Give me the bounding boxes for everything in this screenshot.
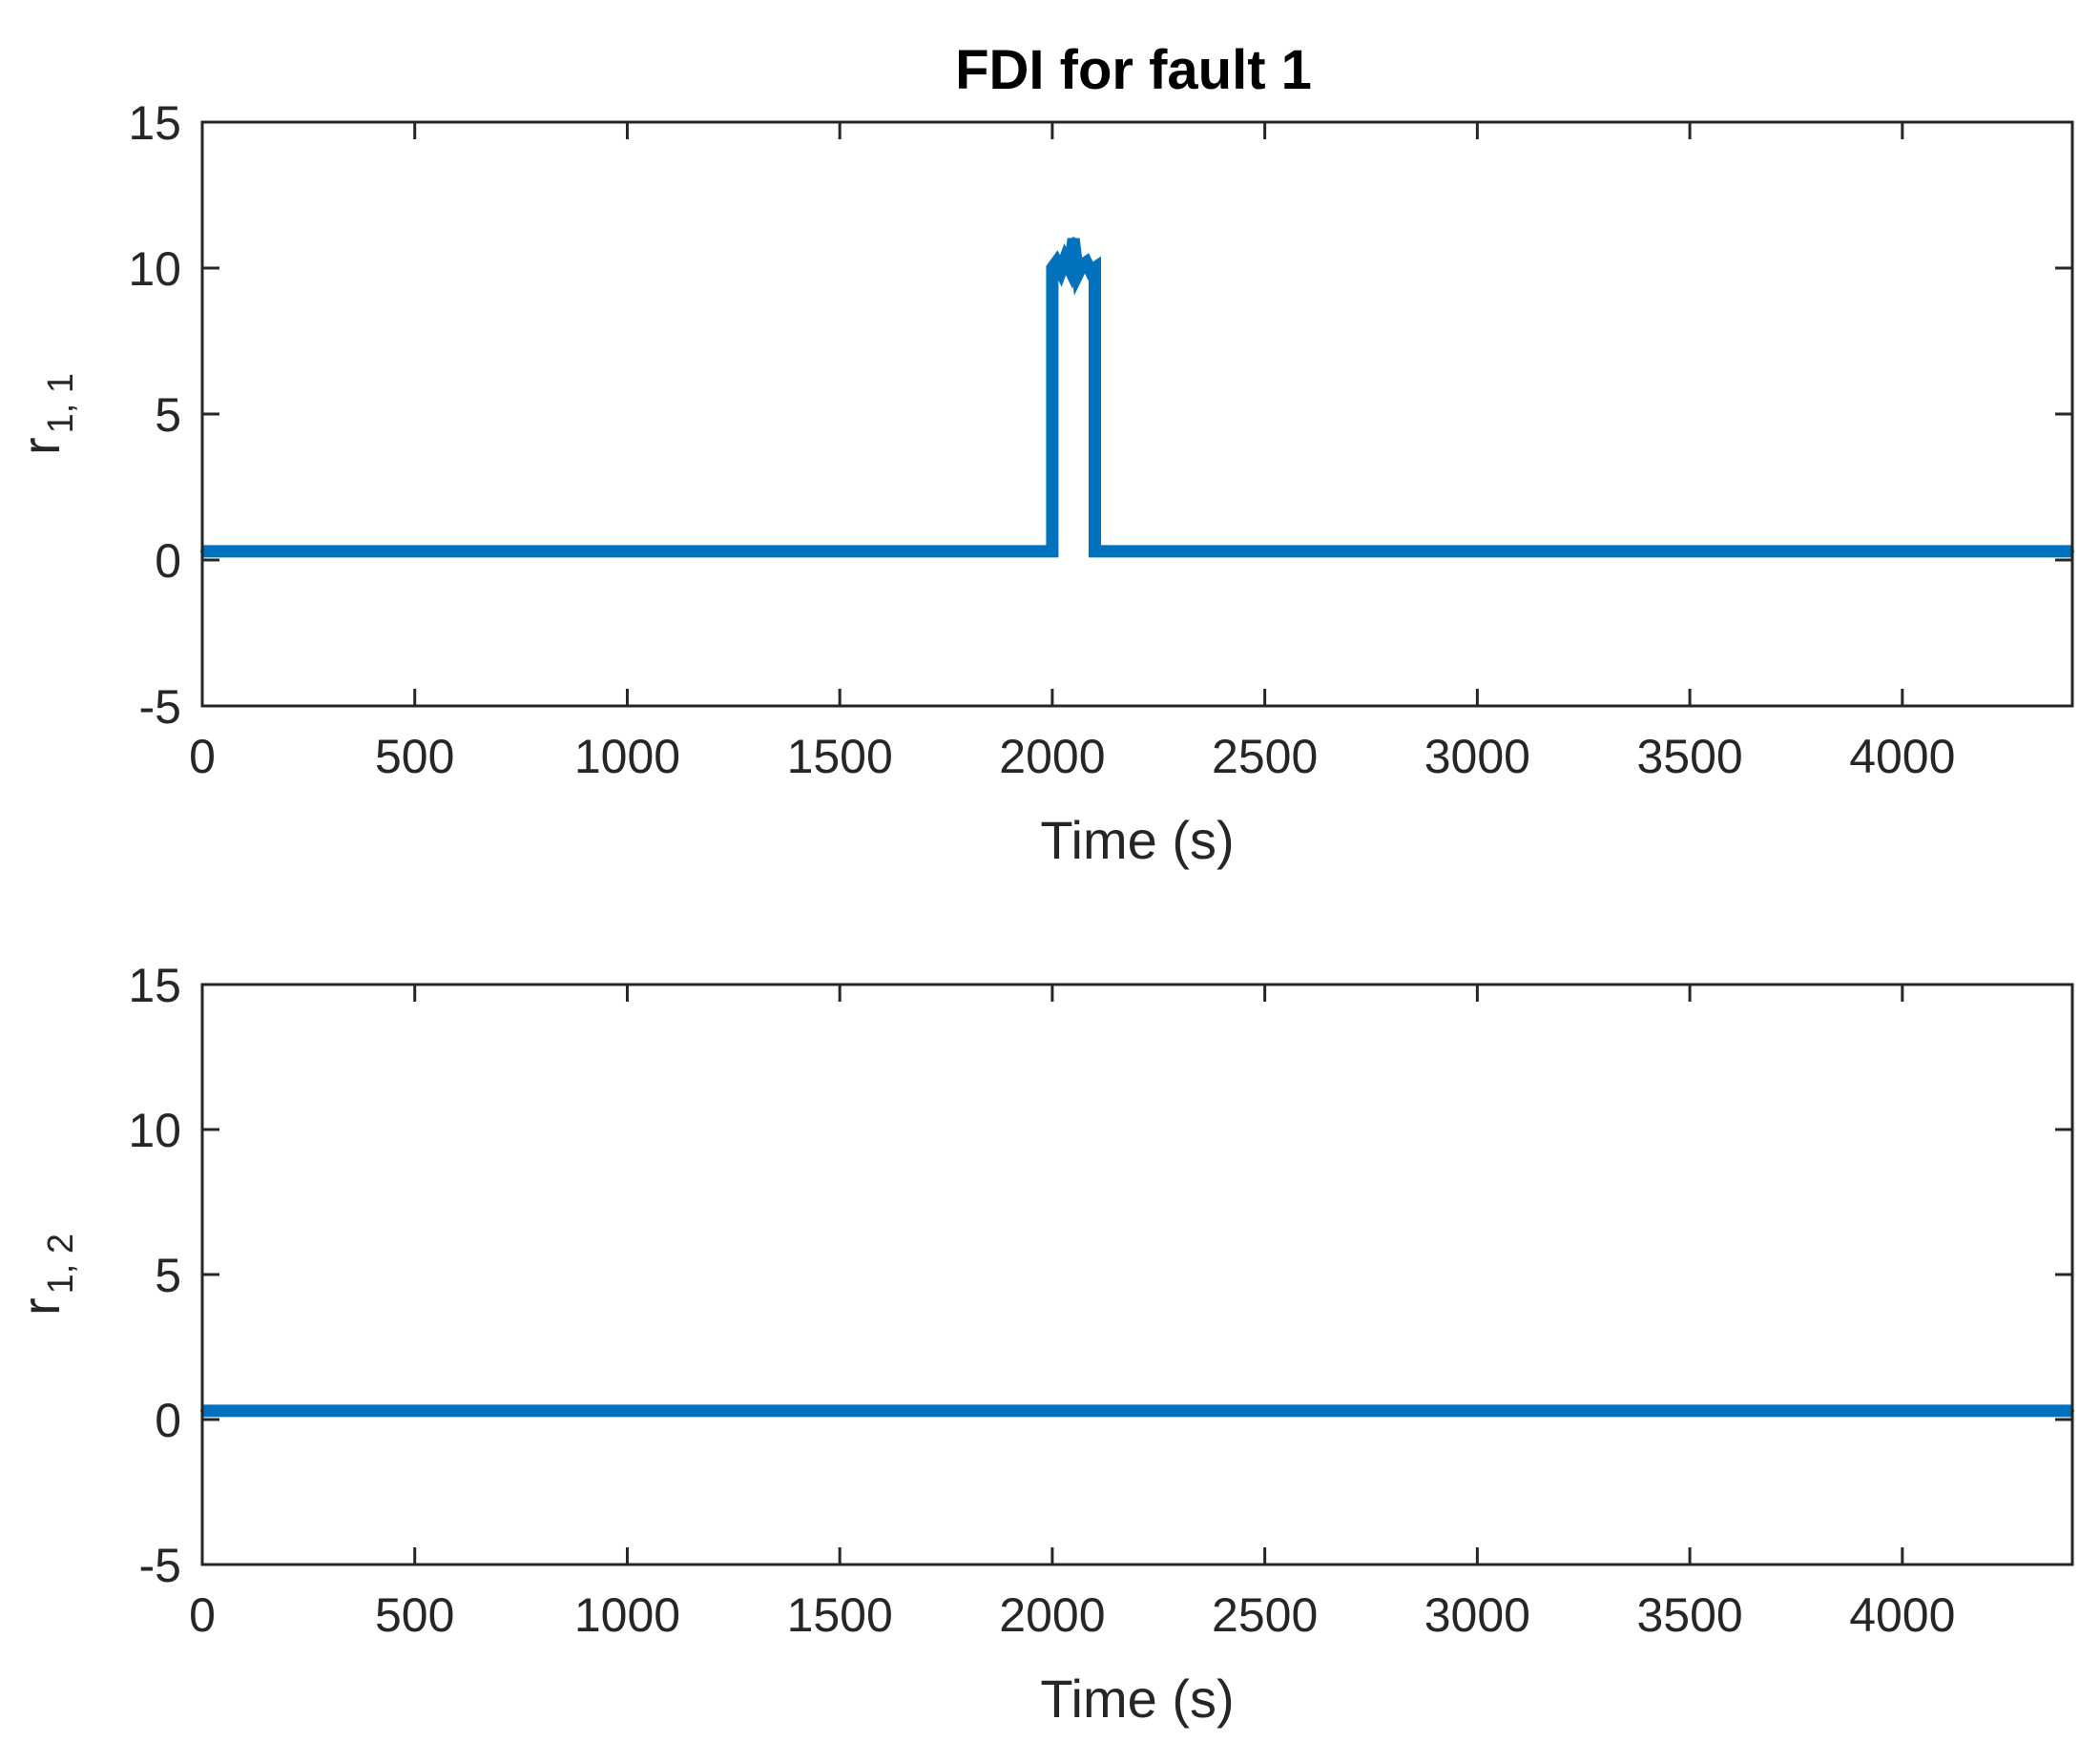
y-axis-label-subscript: 1, 2 xyxy=(41,1233,81,1294)
data-point xyxy=(1080,262,1085,267)
data-point xyxy=(1092,266,1097,270)
x-tick-label: 1000 xyxy=(574,730,680,783)
x-tick-label: 500 xyxy=(375,730,454,783)
x-axis-label: Time (s) xyxy=(1040,810,1234,870)
data-point xyxy=(1084,259,1089,264)
x-tick-label: 1000 xyxy=(574,1588,680,1642)
x-tick-label: 4000 xyxy=(1849,730,1955,783)
data-point xyxy=(1089,269,1092,274)
series-line xyxy=(202,238,2072,558)
y-tick-label: -5 xyxy=(139,680,181,734)
x-tick-label: 0 xyxy=(189,730,216,783)
y-tick-label: 0 xyxy=(155,1394,181,1447)
x-tick-label: 0 xyxy=(189,1588,216,1642)
y-tick-label: 15 xyxy=(128,96,181,150)
y-tick-label: 5 xyxy=(155,1249,181,1302)
data-point xyxy=(1063,257,1068,261)
x-tick-label: 1500 xyxy=(787,730,893,783)
plot-panel-bottom: 0 500 1000 1500 2000 2500 3000 3500 4000-5051015… xyxy=(10,959,2074,1729)
x-tick-label: 2000 xyxy=(999,730,1105,783)
y-tick-label: -5 xyxy=(139,1539,181,1592)
y-axis-label-base: r xyxy=(10,1297,71,1316)
y-tick-label: 15 xyxy=(128,959,181,1012)
y-axis-label-subscript: 1, 1 xyxy=(41,373,81,433)
x-tick-label: 2500 xyxy=(1212,1588,1318,1642)
x-tick-label: 2500 xyxy=(1212,730,1318,783)
y-tick-label: 10 xyxy=(128,1104,181,1157)
series-1 xyxy=(200,237,2074,558)
x-tick-label: 3000 xyxy=(1424,1588,1530,1642)
x-tick-label: 4000 xyxy=(1849,1588,1955,1642)
y-axis-label-base: r xyxy=(10,437,71,455)
x-tick-label: 3000 xyxy=(1424,730,1530,783)
x-tick-label: 3500 xyxy=(1636,1588,1742,1642)
series-1 xyxy=(200,1404,2074,1418)
axes-box xyxy=(200,983,2074,1566)
y-tick-label: 0 xyxy=(155,534,181,588)
y-tick-label: 10 xyxy=(128,242,181,296)
data-point xyxy=(1054,259,1059,264)
data-point xyxy=(1050,549,1054,553)
chart-title: FDI for fault 1 xyxy=(955,39,1312,101)
x-tick-label: 500 xyxy=(375,1588,454,1642)
x-tick-label: 2000 xyxy=(999,1588,1105,1642)
data-point xyxy=(1058,269,1063,274)
plot-panel-top: 0 500 1000 1500 2000 2500 3000 3500 4000-5051015… xyxy=(10,96,2074,870)
data-point xyxy=(1067,266,1071,270)
y-tick-label: 5 xyxy=(155,388,181,442)
data-point xyxy=(1050,266,1054,270)
y-axis-label: r 1, 2 xyxy=(10,1233,81,1316)
data-point xyxy=(1071,237,1076,241)
x-axis-label: Time (s) xyxy=(1040,1669,1234,1729)
data-point xyxy=(1075,272,1080,277)
data-point xyxy=(1092,549,1097,553)
x-tick-label: 3500 xyxy=(1636,730,1742,783)
x-tick-label: 1500 xyxy=(787,1588,893,1642)
y-axis-label: r 1, 1 xyxy=(10,373,81,455)
axes-box xyxy=(200,120,2074,708)
